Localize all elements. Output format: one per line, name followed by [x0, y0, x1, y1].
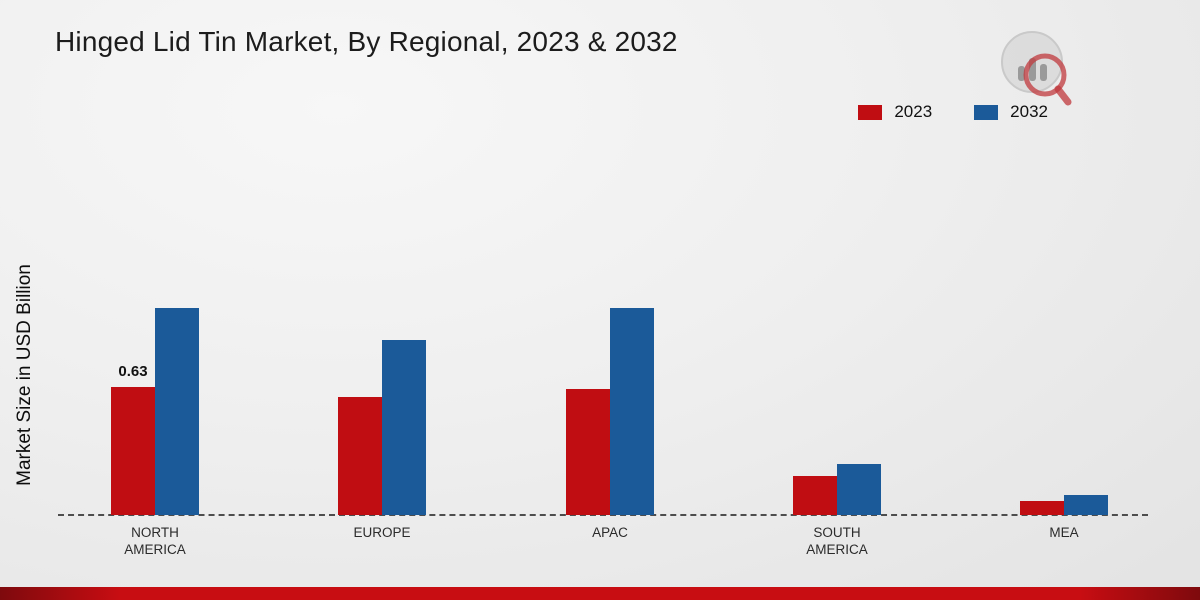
- bar-2032-north-america: [155, 308, 199, 515]
- bar-2023-apac: [566, 389, 610, 515]
- bar-2032-mea: [1064, 495, 1108, 515]
- legend-label-2032: 2032: [1010, 102, 1048, 121]
- bar-2032-south-america: [837, 464, 881, 515]
- logo-magnifier-handle: [1054, 85, 1072, 106]
- category-label: MEA: [1049, 525, 1079, 540]
- footer-accent-bar: [0, 587, 1200, 600]
- category-label: EUROPE: [353, 525, 411, 540]
- logo-magnifier-icon: [1023, 53, 1067, 97]
- logo-bar-icon: [1040, 64, 1047, 81]
- bar-2023-mea: [1020, 501, 1064, 515]
- bar-2032-apac: [610, 308, 654, 515]
- legend-swatch-2032: [974, 104, 999, 120]
- bar-2023-europe: [338, 397, 382, 515]
- category-label: APAC: [592, 525, 628, 540]
- logo-bar-icon: [1018, 66, 1025, 81]
- bar-2023-south-america: [793, 476, 837, 515]
- bar-2032-europe: [382, 340, 426, 515]
- x-axis-baseline: [58, 514, 1148, 516]
- chart-title: Hinged Lid Tin Market, By Regional, 2023…: [55, 26, 678, 57]
- legend: 2023 2032: [858, 102, 1048, 122]
- category-label: SOUTH AMERICA: [806, 525, 868, 557]
- legend-swatch-2023: [858, 104, 883, 120]
- bar-chart-magnifier-logo: [1001, 31, 1072, 106]
- category-label: NORTH AMERICA: [124, 525, 186, 557]
- legend-item-2032: 2032: [974, 102, 1048, 122]
- legend-label-2023: 2023: [894, 102, 933, 121]
- bar-value-label: 0.63: [118, 363, 148, 380]
- legend-item-2023: 2023: [858, 102, 932, 122]
- bar-2023-north-america: [111, 387, 155, 515]
